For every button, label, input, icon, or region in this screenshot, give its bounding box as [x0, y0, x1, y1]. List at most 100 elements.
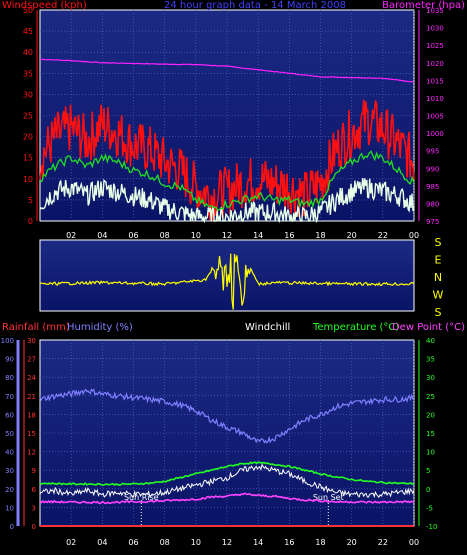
wind-chart-x-axis: 02 04 06 08 10 12 14 16 18 20 22 00: [66, 231, 419, 240]
humidity-line: [39, 388, 415, 444]
x-tick-label: 12: [222, 231, 232, 240]
wind-avg-line: [39, 150, 415, 212]
rainfall-tick-label: 9: [32, 467, 36, 475]
windchill-line: [39, 463, 415, 499]
wind-chart-gridlines: [40, 10, 415, 221]
temperature-tick-label: -5: [426, 504, 433, 512]
x-tick-label: 22: [378, 538, 388, 547]
windspeed-tick-label: 35: [23, 69, 33, 78]
rainfall-axis: 0 3 6 9 12 15 18 21 24 27 30: [23, 337, 37, 531]
barometer-tick-label: 985: [426, 183, 439, 191]
x-tick-label: 14: [253, 538, 263, 547]
dew-point-axis-label: Dew Point (°C): [392, 322, 465, 333]
x-tick-label: 00: [409, 231, 419, 240]
windspeed-tick-label: 15: [23, 154, 33, 163]
windspeed-tick-label: 50: [23, 6, 33, 15]
temperature-line: [39, 461, 415, 486]
x-tick-label: 02: [66, 538, 76, 547]
barometer-tick-label: 1005: [426, 113, 444, 121]
wind-direction-label: E: [435, 254, 442, 267]
humidity-tick-label: 100: [1, 337, 14, 345]
temperature-tick-label: 25: [426, 393, 435, 401]
x-tick-label: 18: [315, 538, 325, 547]
windspeed-tick-label: 20: [23, 133, 33, 142]
barometer-tick-label: 1000: [426, 130, 444, 138]
x-tick-label: 02: [66, 231, 76, 240]
windspeed-tick-label: 0: [28, 217, 33, 226]
temperature-tick-label: 30: [426, 374, 435, 382]
temperature-tick-label: 20: [426, 411, 435, 419]
barometer-tick-label: 1015: [426, 77, 444, 85]
rainfall-axis-label: Rainfall (mm): [2, 322, 70, 333]
barometer-tick-label: 975: [426, 218, 439, 226]
windchill-legend: Windchill: [245, 322, 290, 333]
windspeed-tick-label: 10: [23, 175, 33, 184]
x-tick-label: 20: [347, 231, 357, 240]
wind-direction-label: S: [435, 236, 442, 249]
x-tick-label: 00: [409, 538, 419, 547]
sun-annotation-label: Sun Rise: [124, 493, 159, 502]
barometer-axis: 975 980 985 990 995 1000 1005 1010 1015 1020 1025 1…: [418, 7, 444, 226]
humidity-tick-label: 10: [5, 504, 14, 512]
windspeed-tick-label: 45: [23, 27, 33, 36]
humidity-tick-label: 20: [5, 486, 14, 494]
temperature-tick-label: 15: [426, 430, 435, 438]
wind-direction-label: N: [434, 271, 442, 284]
humidity-tick-label: 40: [5, 449, 14, 457]
x-tick-label: 18: [315, 231, 325, 240]
barometer-tick-label: 1020: [426, 60, 444, 68]
dew-point-line: [39, 492, 415, 505]
x-tick-label: 06: [128, 231, 138, 240]
temperature-tick-label: 5: [426, 467, 430, 475]
rainfall-tick-label: 30: [27, 337, 36, 345]
barometer-tick-label: 990: [426, 165, 439, 173]
temperature-chart-x-axis: 02 04 06 08 10 12 14 16 18 20 22 00: [66, 538, 419, 547]
barometer-line: [39, 58, 415, 83]
windspeed-tick-label: 30: [23, 90, 33, 99]
x-tick-label: 14: [253, 231, 263, 240]
rainfall-tick-label: 12: [27, 449, 36, 457]
windspeed-axis: 0 5 10 15 20 25 30 35 40 45 50: [23, 6, 38, 226]
barometer-axis-label: Barometer (hpa): [382, 0, 465, 11]
wind-direction-label: W: [433, 289, 444, 302]
x-tick-label: 10: [191, 231, 201, 240]
humidity-tick-label: 70: [5, 393, 14, 401]
temperature-tick-label: 0: [426, 486, 430, 494]
barometer-tick-label: 980: [426, 200, 439, 208]
rainfall-tick-label: 3: [32, 504, 36, 512]
x-tick-label: 12: [222, 538, 232, 547]
rainfall-tick-label: 0: [32, 523, 36, 531]
humidity-axis: 0 10 20 30 40 50 60 70 80 90 100: [1, 337, 20, 531]
rainfall-tick-label: 6: [32, 486, 37, 494]
windspeed-axis-label: Windspeed (kph): [2, 0, 87, 11]
sun-annotation-label: Sun Set: [313, 493, 344, 502]
temperature-tick-label: 35: [426, 356, 435, 364]
temperature-tick-label: 10: [426, 449, 435, 457]
barometer-tick-label: 1025: [426, 42, 444, 50]
temperature-axis: -10 -5 0 5 10 15 20 25 30 35 40: [418, 337, 437, 531]
x-tick-label: 16: [284, 231, 294, 240]
rainfall-tick-label: 21: [27, 393, 36, 401]
humidity-tick-label: 0: [10, 523, 14, 531]
wind-chart-series: [39, 58, 415, 224]
rainfall-tick-label: 24: [27, 374, 36, 382]
x-tick-label: 04: [97, 231, 107, 240]
humidity-tick-label: 90: [5, 356, 14, 364]
wind-gust-line: [39, 178, 415, 224]
x-tick-label: 06: [128, 538, 138, 547]
barometer-tick-label: 1030: [426, 25, 444, 33]
temperature-chart-series: [39, 388, 415, 527]
temperature-tick-label: -10: [426, 523, 437, 531]
temperature-axis-label: Temperature (°C): [312, 322, 399, 333]
rainfall-tick-label: 15: [27, 430, 36, 438]
sun-annotations: Sun Rise Sun Set: [124, 493, 344, 526]
windspeed-tick-label: 25: [23, 112, 33, 121]
humidity-axis-label: Humidity (%): [67, 322, 133, 333]
x-tick-label: 04: [97, 538, 107, 547]
rainfall-tick-label: 18: [27, 411, 36, 419]
